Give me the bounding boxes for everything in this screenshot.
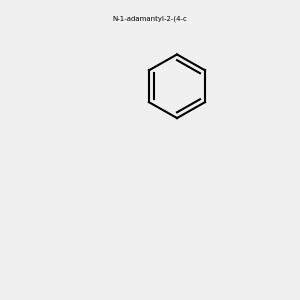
- Text: N-1-adamantyl-2-(4-c: N-1-adamantyl-2-(4-c: [112, 15, 188, 22]
